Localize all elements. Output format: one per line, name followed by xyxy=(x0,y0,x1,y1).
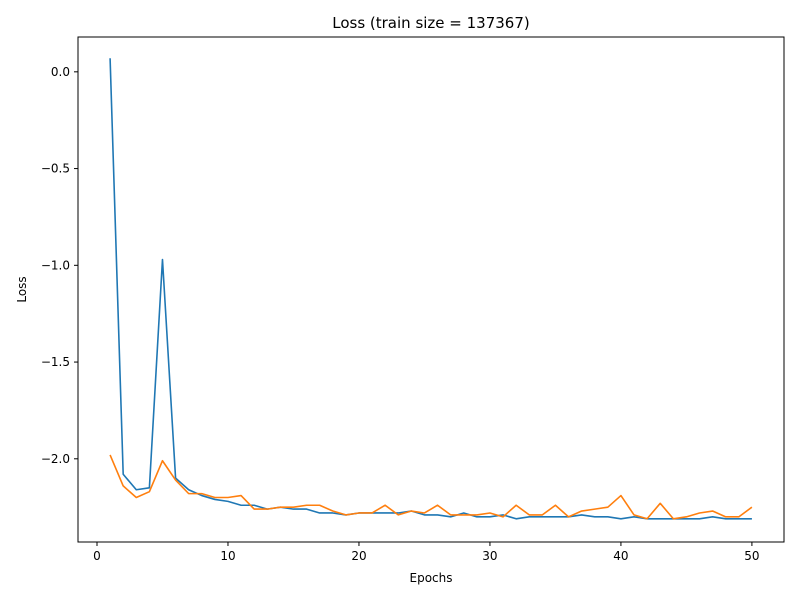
x-tick-label: 10 xyxy=(220,549,235,563)
y-tick-label: −0.5 xyxy=(41,162,70,176)
plot-frame xyxy=(77,36,785,543)
x-tick-label: 50 xyxy=(744,549,759,563)
x-axis-label: Epochs xyxy=(410,571,453,585)
x-tick-label: 20 xyxy=(351,549,366,563)
y-tick-label: 0.0 xyxy=(51,65,70,79)
y-tick-label: −1.5 xyxy=(41,355,70,369)
series-line-2 xyxy=(109,454,753,520)
y-tick-label: −1.0 xyxy=(41,258,70,272)
plot-area xyxy=(109,58,753,520)
x-tick-label: 0 xyxy=(93,549,101,563)
y-tick-label: −2.0 xyxy=(41,452,70,466)
series-line-1 xyxy=(109,58,752,520)
y-axis: 0.0 −0.5 −1.0 −1.5 −2.0 xyxy=(41,65,78,466)
y-axis-label: Loss xyxy=(15,276,29,302)
x-tick-label: 40 xyxy=(613,549,628,563)
chart-title: Loss (train size = 137367) xyxy=(332,14,530,32)
x-tick-label: 30 xyxy=(482,549,497,563)
x-axis: 0 10 20 30 40 50 xyxy=(93,542,760,563)
